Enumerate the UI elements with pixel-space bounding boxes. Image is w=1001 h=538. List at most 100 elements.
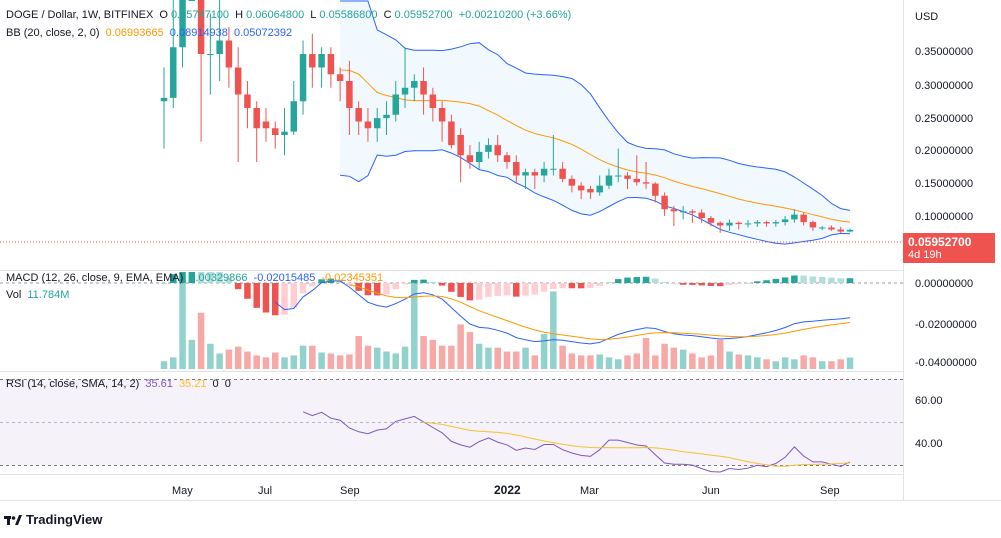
- candle-body: [318, 54, 325, 68]
- rsi-sma-line: [423, 421, 851, 467]
- candle: [448, 114, 455, 149]
- candle: [216, 0, 223, 81]
- volume-bar: [754, 357, 761, 369]
- candle-body: [429, 94, 437, 108]
- axes: USD 0.35000000 0.30000000 0.25000000 0.2…: [172, 11, 977, 497]
- candlestick-series[interactable]: [160, 0, 854, 233]
- volume-bar: [605, 357, 613, 369]
- candle: [707, 216, 715, 227]
- candle: [364, 108, 372, 142]
- volume-bar: [587, 355, 594, 369]
- macd-histogram-bar: [661, 281, 668, 283]
- rsi-legend[interactable]: RSI (14, close, SMA, 14, 2) 35.61 35.21 …: [6, 378, 234, 390]
- candle-body: [411, 81, 418, 88]
- symbol-title[interactable]: DOGE / Dollar, 1W, BITFINEX: [6, 9, 154, 21]
- volume-bar: [327, 353, 335, 369]
- last-price-tag: 0.05952700 4d 19h: [903, 233, 995, 263]
- candle: [661, 192, 668, 216]
- volume-bar: [568, 353, 576, 369]
- tradingview-brand[interactable]: TradingView: [4, 512, 102, 527]
- time-label: 2022: [494, 483, 521, 497]
- macd-histogram-bar: [225, 277, 233, 283]
- bb-legend[interactable]: BB (20, close, 2, 0) 0.06993665 0.089149…: [6, 27, 295, 39]
- rsi-label[interactable]: RSI (14, close, SMA, 14, 2): [6, 378, 140, 390]
- candle: [679, 205, 687, 220]
- tradingview-wordmark: TradingView: [26, 512, 103, 527]
- macd-histogram-bar: [318, 279, 325, 283]
- candle: [698, 209, 705, 223]
- candle-body: [503, 155, 511, 162]
- macd-histogram-bar: [596, 283, 603, 286]
- macd-histogram-bar: [744, 282, 752, 284]
- candle: [772, 220, 780, 227]
- volume-bar: [828, 361, 835, 369]
- candle: [429, 87, 437, 122]
- rsi-tick: 60.00: [915, 395, 943, 407]
- candle: [336, 67, 344, 102]
- macd-histogram-bar: [550, 283, 557, 289]
- price-axis-unit: USD: [915, 11, 938, 23]
- candle-body: [828, 227, 835, 230]
- price-tick: 0.30000000: [915, 80, 973, 92]
- candle: [466, 145, 474, 169]
- volume-bar: [550, 291, 557, 369]
- candle-body: [577, 185, 585, 191]
- candle: [494, 135, 501, 162]
- macd-histogram-bar: [522, 283, 529, 296]
- candle: [207, 13, 214, 95]
- volume-bar: [364, 345, 372, 369]
- candle-body: [188, 0, 196, 1]
- bb-label[interactable]: BB (20, close, 2, 0): [6, 27, 100, 39]
- macd-histogram-bar: [188, 272, 196, 283]
- macd-histogram-bar: [485, 283, 492, 297]
- macd-histogram-bar: [253, 283, 260, 308]
- vol-label[interactable]: Vol: [6, 289, 22, 301]
- macd-histogram-bar: [429, 281, 437, 283]
- candle-body: [633, 178, 641, 183]
- candle: [271, 121, 279, 149]
- macd-histogram-bar: [531, 283, 539, 295]
- macd-histogram-bar: [577, 283, 585, 289]
- candle: [605, 168, 613, 189]
- candle-body: [661, 195, 668, 210]
- rsi-value: 35.61: [145, 378, 173, 390]
- price-tick: 0.20000000: [915, 145, 973, 157]
- candle: [596, 175, 603, 196]
- volume-bar: [846, 357, 854, 369]
- low-label: L: [310, 9, 317, 21]
- candle-body: [837, 229, 844, 232]
- macd-histogram-bar: [791, 275, 798, 283]
- candle: [781, 216, 789, 226]
- volume-bar: [698, 357, 705, 369]
- volume-bar: [281, 357, 288, 369]
- symbol-legend[interactable]: DOGE / Dollar, 1W, BITFINEX O 0.05747100 …: [6, 9, 574, 21]
- volume-bar: [197, 312, 205, 369]
- time-label: May: [172, 485, 193, 497]
- macd-histogram-bar: [197, 272, 205, 283]
- rsi-line: [302, 411, 851, 473]
- candle-body: [642, 182, 650, 184]
- bb-upper-line: [340, 0, 851, 211]
- candle-body: [234, 67, 242, 95]
- candle: [383, 101, 390, 135]
- candle-body: [457, 135, 464, 156]
- volume-bar: [596, 354, 603, 369]
- candle: [735, 221, 743, 230]
- macd-histogram-bar: [679, 283, 687, 285]
- macd-pane: [0, 272, 903, 369]
- volume-bar: [837, 359, 844, 369]
- macd-label[interactable]: MACD (12, 26, close, 9, EMA, EMA): [6, 272, 184, 284]
- candle: [744, 220, 752, 228]
- volume-bar: [791, 359, 798, 369]
- macd-histogram-bar: [438, 283, 446, 286]
- macd-histogram-bar: [383, 283, 390, 295]
- macd-legend[interactable]: MACD (12, 26, close, 9, EMA, EMA) 0.0032…: [6, 272, 386, 284]
- volume-bar: [429, 339, 437, 369]
- time-label: Mar: [580, 485, 599, 497]
- macd-histogram-bar: [818, 276, 826, 283]
- candle: [726, 219, 733, 231]
- vol-legend[interactable]: Vol 11.784M: [6, 289, 72, 301]
- macd-histogram-bar: [299, 283, 307, 294]
- macd-signal-value: -0.02345351: [321, 272, 384, 284]
